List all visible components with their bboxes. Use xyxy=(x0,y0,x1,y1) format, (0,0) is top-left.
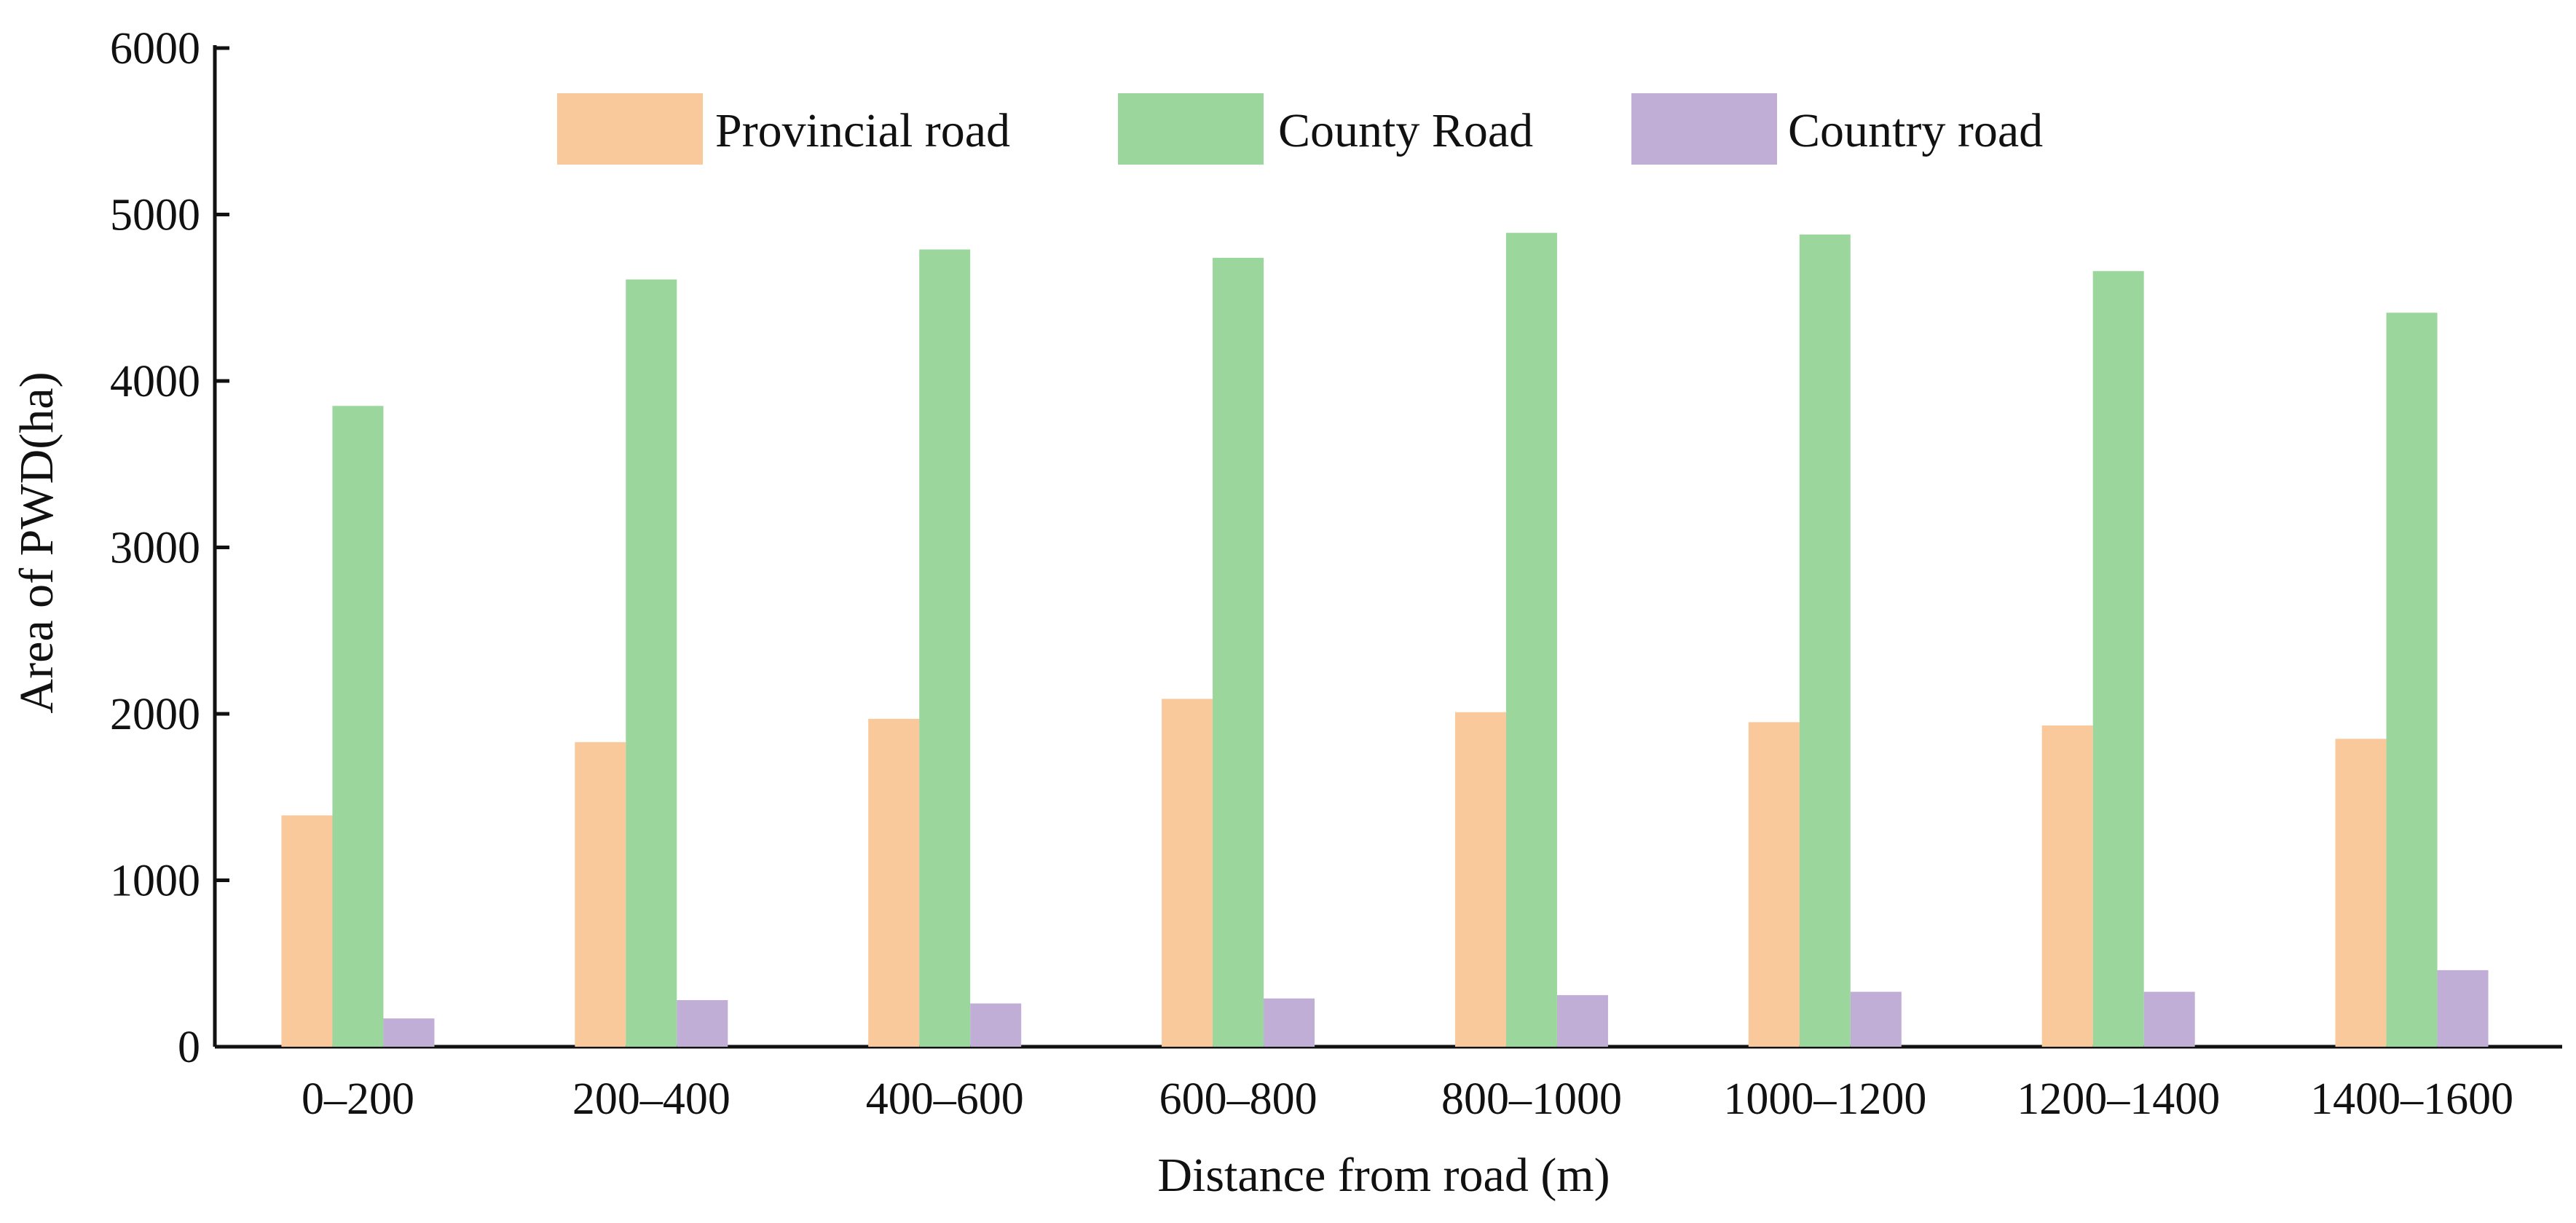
x-tick-label: 1400–1600 xyxy=(2310,1074,2513,1124)
bar-county-road xyxy=(332,406,384,1047)
bar-provincial-road xyxy=(1748,722,1800,1047)
legend-label: Country road xyxy=(1788,104,2043,157)
y-tick-label: 2000 xyxy=(110,690,200,739)
bar-county-road xyxy=(1505,232,1557,1047)
legend-label: County Road xyxy=(1278,104,1533,157)
bar-country-road xyxy=(383,1018,435,1047)
x-axis-title: Distance from road (m) xyxy=(1157,1149,1610,1202)
bar-provincial-road xyxy=(575,742,626,1047)
y-tick-label: 3000 xyxy=(110,524,200,573)
bar-county-road xyxy=(919,249,971,1047)
y-axis-title: Area of PWD(ha) xyxy=(10,371,63,713)
bar-provincial-road xyxy=(2335,739,2387,1047)
bar-county-road xyxy=(1799,234,1851,1047)
x-tick-label: 600–800 xyxy=(1159,1074,1317,1124)
axes: 0 1000 2000 3000 4000 5000 6000 0–200 200–400 400… xyxy=(110,24,2562,1124)
bar-county-road xyxy=(1213,257,1264,1047)
x-tick-label: 1000–1200 xyxy=(1723,1074,1926,1124)
bar-county-road xyxy=(2092,271,2144,1047)
y-tick-label: 5000 xyxy=(110,191,200,240)
legend-swatch xyxy=(1118,93,1264,165)
legend-swatch xyxy=(1631,93,1777,165)
bar-provincial-road xyxy=(1454,712,1506,1047)
bar-provincial-road xyxy=(1162,699,1213,1047)
x-tick-label: 800–1000 xyxy=(1441,1074,1622,1124)
x-tick-label: 1200–1400 xyxy=(2017,1074,2220,1124)
bar-country-road xyxy=(1264,998,1315,1047)
y-tick-label: 0 xyxy=(178,1023,200,1072)
legend-swatch xyxy=(557,93,703,165)
bar-county-road xyxy=(2386,312,2438,1047)
legend-label: Provincial road xyxy=(715,104,1010,157)
y-tick-label: 6000 xyxy=(110,24,200,74)
legend: Provincial road County Road Country road xyxy=(557,93,2043,165)
y-tick-label: 4000 xyxy=(110,357,200,406)
x-tick-label: 0–200 xyxy=(302,1074,414,1124)
bars xyxy=(281,232,2489,1047)
bar-country-road xyxy=(1850,991,1902,1047)
x-tick-label: 400–600 xyxy=(866,1074,1024,1124)
bar-country-road xyxy=(677,1000,728,1047)
bar-country-road xyxy=(1556,995,1608,1047)
bar-county-road xyxy=(626,279,677,1047)
y-tick-label: 1000 xyxy=(110,857,200,906)
bar-country-road xyxy=(2437,970,2489,1047)
bar-provincial-road xyxy=(868,718,920,1047)
x-tick-label: 200–400 xyxy=(572,1074,730,1124)
bar-country-road xyxy=(2143,991,2195,1047)
bar-provincial-road xyxy=(281,815,333,1047)
bar-country-road xyxy=(970,1003,1022,1047)
bar-provincial-road xyxy=(2041,725,2093,1047)
